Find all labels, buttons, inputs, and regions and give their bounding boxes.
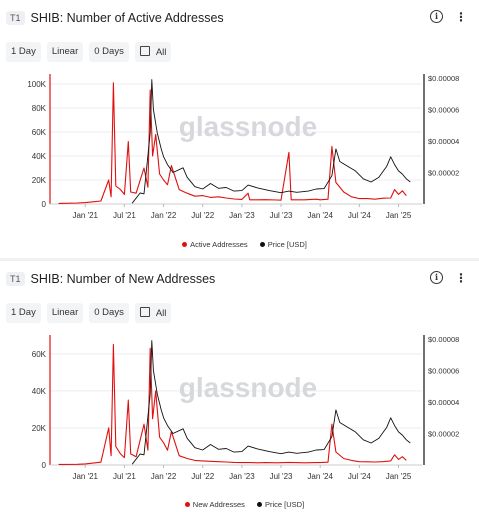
x-tick-label: Jul '21 <box>113 472 136 481</box>
more-options-icon[interactable]: ⋮ <box>455 270 467 285</box>
series-line-addresses <box>58 82 407 204</box>
panel-separator <box>0 258 479 261</box>
y-right-tick-label: $0.00006 <box>428 367 459 376</box>
watermark-logo: glassnode <box>179 111 317 142</box>
x-tick-label: Jul '22 <box>191 211 214 220</box>
date-range-button[interactable]: All <box>134 303 172 323</box>
chart-svg: 0 20K 40K 60K $0.00002 $0.00004 $0.00006 $0.000… <box>32 335 459 481</box>
calendar-icon <box>139 307 150 317</box>
date-range-label: All <box>155 47 167 58</box>
y-left-tick-label: 80K <box>32 104 47 113</box>
chart-controls: 1 Day Linear 0 Days All <box>6 303 172 323</box>
x-tick-label: Jul '22 <box>191 472 214 481</box>
panel-header: T1 SHIB: Number of New Addresses <box>6 270 215 288</box>
chart-title: SHIB: Number of New Addresses <box>30 272 216 286</box>
panel-header: T1 SHIB: Number of Active Addresses <box>6 9 224 27</box>
info-icon[interactable]: i <box>430 271 443 284</box>
legend-swatch-series2 <box>259 242 265 247</box>
legend-label-series1[interactable]: Active Addresses <box>190 240 248 249</box>
y-left-tick-label: 0 <box>42 200 47 209</box>
x-tick-label: Jul '21 <box>113 211 136 220</box>
y-left-tick-label: 20K <box>32 424 47 433</box>
x-tick-label: Jan '24 <box>307 472 333 481</box>
y-right-tick-label: $0.00006 <box>428 106 459 115</box>
x-tick-label: Jul '24 <box>348 211 371 220</box>
y-right-tick-label: $0.00002 <box>428 430 459 439</box>
legend-label-series1[interactable]: New Addresses <box>192 500 245 509</box>
x-tick-label: Jul '24 <box>348 472 371 481</box>
chart-panel-active-addresses: T1 SHIB: Number of Active Addresses i ⋮ … <box>0 9 479 249</box>
legend-swatch-series1 <box>184 502 190 507</box>
x-tick-label: Jan '23 <box>229 472 255 481</box>
y-left-tick-label: 60K <box>32 350 47 359</box>
y-right-tick-label: $0.00004 <box>428 137 459 146</box>
legend-swatch-series2 <box>257 502 262 507</box>
y-right-tick-label: $0.00008 <box>428 335 459 344</box>
y-right-tick-label: $0.00004 <box>428 398 459 407</box>
more-options-icon[interactable]: ⋮ <box>455 9 467 24</box>
moving-average-select[interactable]: 0 Days <box>89 42 129 62</box>
x-tick-label: Jul '23 <box>270 211 293 220</box>
series-line-price <box>131 79 411 204</box>
interval-select[interactable]: 1 Day <box>6 303 41 323</box>
chart-controls: 1 Day Linear 0 Days All <box>6 42 172 62</box>
series-line-price <box>131 340 411 465</box>
calendar-icon <box>139 46 150 56</box>
y-left-tick-label: 40K <box>32 387 47 396</box>
moving-average-select[interactable]: 0 Days <box>89 303 129 323</box>
chart-legend: Active Addresses Price [USD] <box>0 240 479 249</box>
x-tick-label: Jan '24 <box>307 211 333 220</box>
header-actions: i ⋮ <box>430 271 467 284</box>
y-left-tick-label: 60K <box>32 128 47 137</box>
watermark-logo: glassnode <box>179 372 317 403</box>
y-left-tick-label: 0 <box>42 461 47 470</box>
header-actions: i ⋮ <box>430 10 467 23</box>
y-left-tick-label: 100K <box>27 80 46 89</box>
y-right-tick-label: $0.00002 <box>428 169 459 178</box>
date-range-label: All <box>155 308 167 319</box>
y-left-tick-label: 20K <box>32 176 47 185</box>
chart-svg: 0 20K 40K 60K 80K 100K $0.00002 $0.00004 $0.0000… <box>27 74 459 220</box>
legend-label-series2[interactable]: Price [USD] <box>267 240 307 249</box>
interval-select[interactable]: 1 Day <box>6 42 41 62</box>
y-right-tick-label: $0.00008 <box>428 74 459 83</box>
info-icon[interactable]: i <box>430 10 443 23</box>
x-tick-label: Jan '25 <box>386 211 412 220</box>
tier-badge: T1 <box>6 11 25 25</box>
scale-select[interactable]: Linear <box>46 42 84 62</box>
series-line-addresses <box>58 344 407 465</box>
tier-badge: T1 <box>6 272 25 286</box>
x-tick-label: Jul '23 <box>270 472 293 481</box>
x-tick-label: Jan '22 <box>151 211 177 220</box>
scale-select[interactable]: Linear <box>46 303 84 323</box>
x-tick-label: Jan '21 <box>72 211 98 220</box>
date-range-button[interactable]: All <box>134 42 172 62</box>
chart-legend: New Addresses Price [USD] <box>0 500 479 509</box>
x-tick-label: Jan '21 <box>72 472 98 481</box>
x-tick-label: Jan '25 <box>386 472 412 481</box>
legend-swatch-series1 <box>182 242 188 247</box>
chart-panel-new-addresses: T1 SHIB: Number of New Addresses i ⋮ 1 D… <box>0 261 479 512</box>
legend-label-series2[interactable]: Price [USD] <box>265 500 305 509</box>
x-tick-label: Jan '22 <box>151 472 177 481</box>
x-tick-label: Jan '23 <box>229 211 255 220</box>
chart-title: SHIB: Number of Active Addresses <box>30 11 224 25</box>
y-left-tick-label: 40K <box>32 152 47 161</box>
